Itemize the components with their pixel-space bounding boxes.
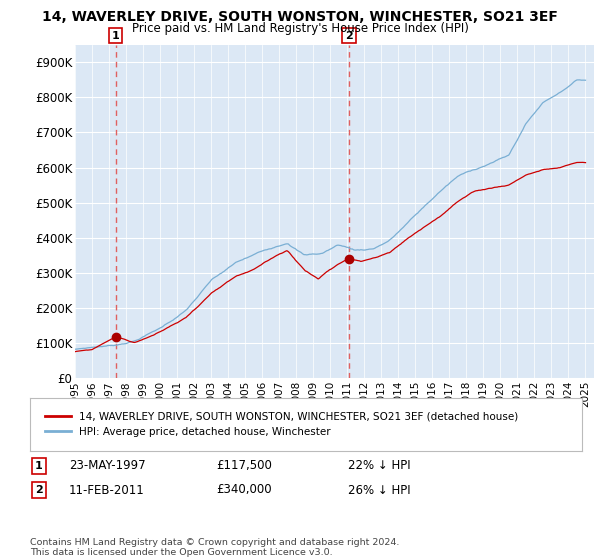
Text: Contains HM Land Registry data © Crown copyright and database right 2024.
This d: Contains HM Land Registry data © Crown c… xyxy=(30,538,400,557)
Text: 23-MAY-1997: 23-MAY-1997 xyxy=(69,459,146,473)
Text: £117,500: £117,500 xyxy=(216,459,272,473)
Text: 11-FEB-2011: 11-FEB-2011 xyxy=(69,483,145,497)
Text: Price paid vs. HM Land Registry's House Price Index (HPI): Price paid vs. HM Land Registry's House … xyxy=(131,22,469,35)
Text: 1: 1 xyxy=(35,461,43,471)
Text: 22% ↓ HPI: 22% ↓ HPI xyxy=(348,459,410,473)
Text: 1: 1 xyxy=(112,31,119,41)
Text: 26% ↓ HPI: 26% ↓ HPI xyxy=(348,483,410,497)
Legend: 14, WAVERLEY DRIVE, SOUTH WONSTON, WINCHESTER, SO21 3EF (detached house), HPI: A: 14, WAVERLEY DRIVE, SOUTH WONSTON, WINCH… xyxy=(41,408,523,441)
Text: 2: 2 xyxy=(35,485,43,495)
Text: 2: 2 xyxy=(345,31,353,41)
Text: 14, WAVERLEY DRIVE, SOUTH WONSTON, WINCHESTER, SO21 3EF: 14, WAVERLEY DRIVE, SOUTH WONSTON, WINCH… xyxy=(42,10,558,24)
Text: £340,000: £340,000 xyxy=(216,483,272,497)
